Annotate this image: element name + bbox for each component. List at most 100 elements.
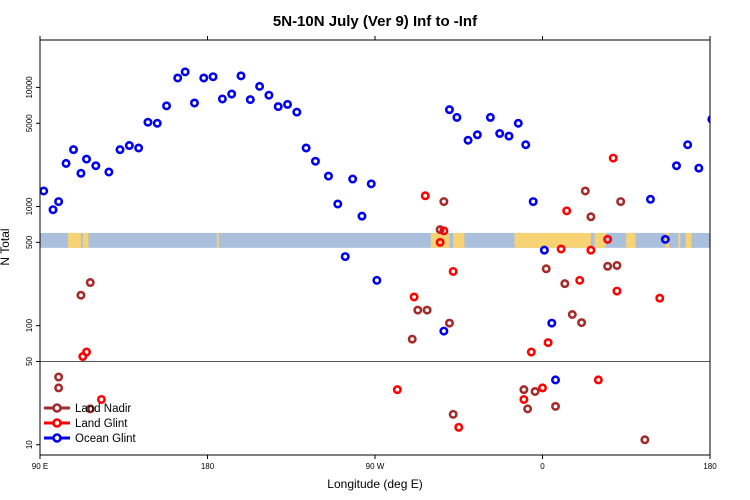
- data-point: [521, 140, 531, 150]
- land-band-segment: [734, 233, 747, 248]
- series-ocean-glint: [40, 67, 746, 385]
- data-point: [48, 205, 58, 215]
- data-point: [91, 161, 101, 171]
- data-point: [603, 234, 613, 244]
- data-point: [523, 404, 533, 414]
- land-band-segment: [216, 232, 219, 248]
- data-point: [115, 145, 125, 155]
- y-axis-label: N Total: [0, 228, 12, 265]
- data-point: [422, 305, 432, 315]
- x-axis: 90 E 180 90 W 0 180: [32, 36, 717, 471]
- data-point: [69, 145, 79, 155]
- legend: Land Nadir Land Glint Ocean Glint: [44, 403, 137, 445]
- data-point: [407, 334, 417, 344]
- data-point: [655, 293, 665, 303]
- data-point: [495, 129, 505, 139]
- data-point: [217, 94, 227, 104]
- data-point: [255, 81, 265, 91]
- data-point: [586, 212, 596, 222]
- data-point: [245, 95, 255, 105]
- data-point: [539, 245, 549, 255]
- land-ocean-band: [40, 232, 747, 248]
- data-point: [472, 130, 482, 140]
- data-point: [530, 386, 540, 396]
- data-point: [645, 194, 655, 204]
- land-band-segment: [626, 232, 636, 248]
- data-point: [104, 167, 114, 177]
- data-point: [560, 279, 570, 289]
- data-point: [236, 71, 246, 81]
- data-point: [283, 99, 293, 109]
- legend-marker: [52, 403, 62, 413]
- data-point: [292, 107, 302, 117]
- data-point: [556, 244, 566, 254]
- data-point: [61, 158, 71, 168]
- data-point: [725, 381, 731, 387]
- data-point: [420, 191, 430, 201]
- data-point: [746, 406, 750, 412]
- data-point: [227, 89, 237, 99]
- data-point: [76, 168, 86, 178]
- land-band-segment: [594, 232, 606, 248]
- data-point: [180, 67, 190, 77]
- land-band-segment: [685, 232, 692, 248]
- data-point: [593, 375, 603, 385]
- y-tick-label: 5000: [25, 114, 34, 132]
- data-point: [189, 98, 199, 108]
- data-point: [504, 131, 514, 141]
- land-band-segment: [678, 232, 681, 248]
- data-point: [85, 404, 95, 414]
- data-point: [551, 375, 561, 385]
- data-point: [134, 143, 144, 153]
- data-point: [671, 161, 681, 171]
- data-point: [96, 394, 106, 404]
- legend-marker: [52, 433, 62, 443]
- data-point: [82, 347, 92, 357]
- data-point: [340, 252, 350, 262]
- data-point: [586, 245, 596, 255]
- data-point: [448, 409, 458, 419]
- data-point: [683, 140, 693, 150]
- land-band-segment: [82, 232, 89, 248]
- y-tick-label: 10000: [25, 76, 34, 99]
- data-point: [537, 383, 547, 393]
- data-point: [740, 207, 746, 213]
- data-point: [323, 171, 333, 181]
- data-point: [526, 347, 536, 357]
- data-point: [580, 186, 590, 196]
- data-point: [208, 72, 218, 82]
- data-point: [143, 117, 153, 127]
- data-point: [485, 112, 495, 122]
- data-point: [76, 290, 86, 300]
- y-tick-label: 50: [25, 356, 34, 365]
- data-point: [333, 199, 343, 209]
- data-point: [452, 112, 462, 122]
- data-point: [694, 163, 704, 173]
- data-point: [409, 292, 419, 302]
- y-axis: 10 50 100 500 1000 5000 10000: [25, 76, 40, 449]
- data-point: [40, 186, 49, 196]
- y-tick-label: 1000: [25, 197, 34, 215]
- series-land-glint: [78, 153, 731, 432]
- x-axis-label: Longitude (deg E): [327, 477, 422, 491]
- y-tick-label: 10: [25, 440, 34, 449]
- legend-label: Land Nadir: [75, 403, 131, 415]
- data-point: [199, 73, 209, 83]
- data-point: [551, 401, 561, 411]
- legend-marker: [52, 418, 62, 428]
- data-point: [541, 264, 551, 274]
- data-point: [729, 150, 735, 156]
- data-point: [444, 105, 454, 115]
- data-point: [124, 141, 134, 151]
- x-tick-label: 90 E: [32, 462, 48, 471]
- land-band-segment: [453, 232, 465, 248]
- chart-title: 5N-10N July (Ver 9) Inf to -Inf: [273, 13, 478, 30]
- data-point: [54, 197, 64, 207]
- data-point: [435, 237, 445, 247]
- data-point: [54, 383, 64, 393]
- data-point: [82, 154, 92, 164]
- data-point: [439, 326, 449, 336]
- data-point: [577, 318, 587, 328]
- data-point: [562, 206, 572, 216]
